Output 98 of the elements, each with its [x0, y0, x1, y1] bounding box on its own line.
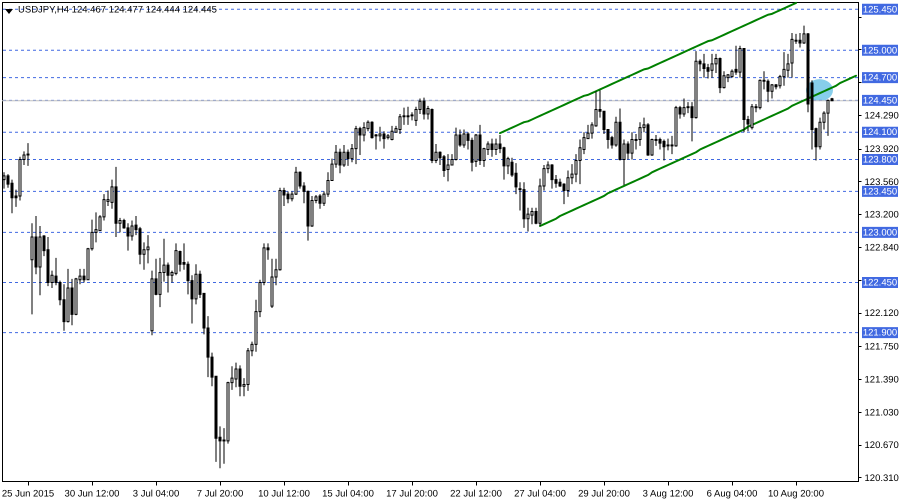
candlestick [798, 32, 802, 48]
y-tick-label: 122.120 [864, 308, 899, 320]
candlestick [566, 170, 570, 198]
y-tick-label: 124.290 [864, 110, 899, 122]
candlestick [442, 154, 446, 178]
candlestick [382, 130, 386, 150]
x-tick-label: 30 Jun 12:00 [64, 488, 120, 500]
candlestick [346, 149, 350, 166]
ref-line-label: 123.800 [862, 154, 898, 166]
y-tick-label: 120.310 [864, 472, 899, 484]
candlestick [422, 97, 426, 120]
candlestick [178, 250, 182, 272]
line-series [539, 74, 857, 228]
y-tick-label: 123.920 [864, 144, 899, 156]
x-tick-label: 10 Aug 20:00 [768, 488, 824, 500]
candlestick [166, 262, 170, 293]
candlestick [790, 32, 794, 78]
ref-line-label: 124.450 [862, 95, 898, 106]
candlestick [502, 146, 506, 180]
candlestick [318, 194, 322, 210]
candlestick [362, 122, 366, 142]
candlestick [682, 98, 686, 118]
candlestick [578, 139, 582, 185]
y-tick-label: 123.560 [864, 176, 899, 188]
candlestick [786, 53, 790, 78]
y-tick-label: 121.750 [864, 342, 899, 353]
candlestick [750, 103, 754, 130]
x-tick-label: 17 Jul 20:00 [386, 488, 438, 500]
candlestick [10, 179, 14, 214]
candlestick [146, 234, 150, 264]
candlestick [30, 222, 34, 315]
x-tick-label: 25 Jun 2015 [2, 488, 54, 500]
candlestick [658, 137, 662, 150]
x-tick-label: 29 Jul 20:00 [578, 488, 630, 500]
ref-line-label: 121.900 [862, 328, 898, 339]
y-tick-label: 123.200 [864, 210, 899, 221]
candlestick [710, 53, 714, 78]
y-tick-label: 122.840 [864, 242, 899, 254]
candlestick [826, 98, 830, 136]
ref-line-label: 125.000 [862, 45, 898, 56]
candlestick [398, 114, 402, 135]
candlestick [530, 207, 534, 225]
candlestick [354, 125, 358, 165]
candlestick [126, 222, 130, 252]
candlestick [338, 148, 342, 174]
candlestick [470, 137, 474, 172]
candlestick [462, 128, 466, 148]
x-tick-label: 3 Aug 12:00 [642, 488, 694, 500]
candlestick [174, 242, 178, 276]
y-tick-label: 121.030 [864, 407, 899, 418]
x-tick-label: 22 Jul 12:00 [450, 488, 502, 500]
candlestick [550, 164, 554, 190]
chart-title: USDJPY,H4 124.467 124.477 124.444 124.445 [18, 4, 217, 16]
candlestick [666, 138, 670, 151]
x-tick-label: 27 Jul 04:00 [514, 488, 566, 500]
candlestick [706, 63, 710, 79]
candlestick [370, 120, 374, 140]
candlestick [782, 52, 786, 86]
candlestick [130, 220, 134, 242]
candlestick [630, 132, 634, 160]
candlestick [342, 144, 346, 168]
candlestick [702, 53, 706, 78]
y-tick-label: 120.670 [864, 440, 899, 452]
x-tick-label: 10 Jul 12:00 [258, 488, 310, 500]
y-tick-label: 121.390 [864, 374, 899, 386]
candlestick [358, 126, 362, 156]
candlestick [238, 364, 242, 397]
candlestick [662, 139, 666, 161]
candlestick [234, 362, 238, 388]
candlestick [286, 190, 290, 204]
candlestick [446, 154, 450, 182]
candlestick [766, 78, 770, 103]
candlestick [770, 83, 774, 100]
ref-line-label: 125.450 [862, 4, 898, 16]
candlestick [514, 162, 518, 195]
candlestick [378, 126, 382, 142]
x-tick-label: 15 Jul 04:00 [322, 488, 374, 500]
candlestick [294, 166, 298, 196]
x-tick-label: 7 Jul 20:00 [196, 488, 244, 500]
candlestick [686, 102, 690, 114]
x-tick-label: 3 Jul 04:00 [132, 488, 180, 500]
ref-line-label: 123.000 [862, 227, 898, 238]
ref-line-label: 124.100 [862, 127, 898, 138]
candlestick [62, 284, 66, 332]
line-series [499, 2, 797, 134]
candlestick [626, 140, 630, 160]
candlestick [494, 138, 498, 156]
candlestick [490, 138, 494, 158]
candlestick [734, 45, 738, 76]
candlestick [406, 106, 410, 126]
ref-line-label: 123.450 [862, 186, 898, 198]
candlestick [158, 257, 162, 308]
candlestick [26, 142, 30, 166]
x-tick-label: 6 Aug 04:00 [706, 488, 758, 500]
ref-line-label: 124.700 [862, 72, 898, 84]
ref-line-label: 122.450 [862, 277, 898, 288]
candlestick [390, 125, 394, 141]
candlestick [638, 122, 642, 146]
